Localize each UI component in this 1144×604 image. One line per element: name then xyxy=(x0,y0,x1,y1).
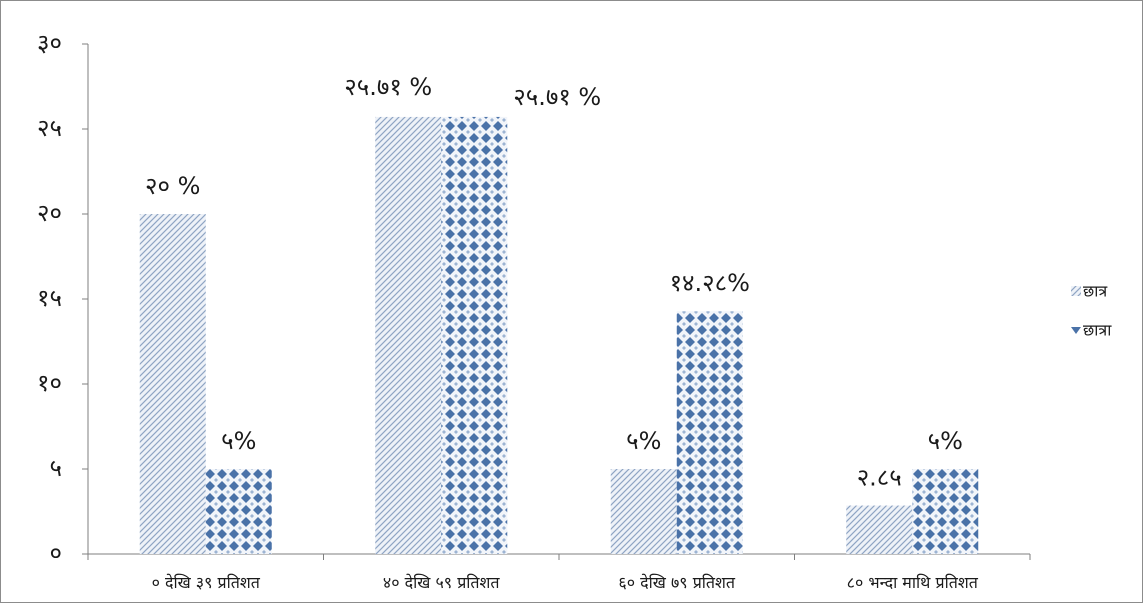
y-ticks: ० ५ १० १५ २० २५ ३० xyxy=(37,29,88,567)
y-tick-label: ५ xyxy=(50,454,62,482)
legend-swatch-series-1 xyxy=(1071,286,1081,296)
y-tick-label: ३० xyxy=(37,29,62,57)
legend-item-series-1: छात्र xyxy=(1071,282,1108,301)
legend-label-series-2: छात्रा xyxy=(1083,321,1112,340)
bar-series-2 xyxy=(205,469,272,554)
bar-series-2 xyxy=(676,311,743,554)
y-tick-label: ० xyxy=(50,539,62,567)
y-tick-label: १५ xyxy=(37,284,62,312)
data-label-series-1: २.८५ xyxy=(857,464,902,492)
x-tick-label: ८० भन्दा माथि प्रतिशत xyxy=(847,573,979,592)
y-tick-label: २५ xyxy=(37,114,62,142)
x-tick-label: ६० देखि ७९ प्रतिशत xyxy=(618,573,736,592)
y-tick-label: १० xyxy=(37,369,62,397)
data-label-series-2: ५% xyxy=(928,427,963,455)
bar-series-1 xyxy=(846,505,913,554)
data-label-series-2: २५.७१ % xyxy=(513,83,601,111)
bars xyxy=(139,116,979,555)
bar-series-2 xyxy=(441,116,508,555)
data-label-series-1: ५% xyxy=(626,427,661,455)
data-labels: २० % २५.७१ % ५% २.८५ ५% २५.७१ % १४.२८% ५% xyxy=(145,73,963,492)
bar-series-1 xyxy=(139,214,206,554)
x-ticks: ० देखि ३९ प्रतिशत ४० देखि ५९ प्रतिशत ६० दे… xyxy=(87,554,1031,592)
data-label-series-2: ५% xyxy=(221,427,256,455)
data-label-series-1: २० % xyxy=(145,172,200,200)
y-tick-label: २० xyxy=(37,199,62,227)
x-tick-label: ४० देखि ५९ प्रतिशत xyxy=(383,573,501,592)
legend-label-series-1: छात्र xyxy=(1083,282,1108,301)
bar-series-1 xyxy=(375,116,442,555)
data-label-series-1: २५.७१ % xyxy=(344,73,432,101)
legend: छात्र छात्रा xyxy=(1071,282,1112,340)
legend-item-series-2: छात्रा xyxy=(1071,321,1112,340)
bar-series-1 xyxy=(610,469,677,554)
legend-swatch-series-2 xyxy=(1071,327,1081,334)
data-label-series-2: १४.२८% xyxy=(670,269,750,297)
x-tick-label: ० देखि ३९ प्रतिशत xyxy=(152,573,261,592)
bar-series-2 xyxy=(912,469,979,554)
